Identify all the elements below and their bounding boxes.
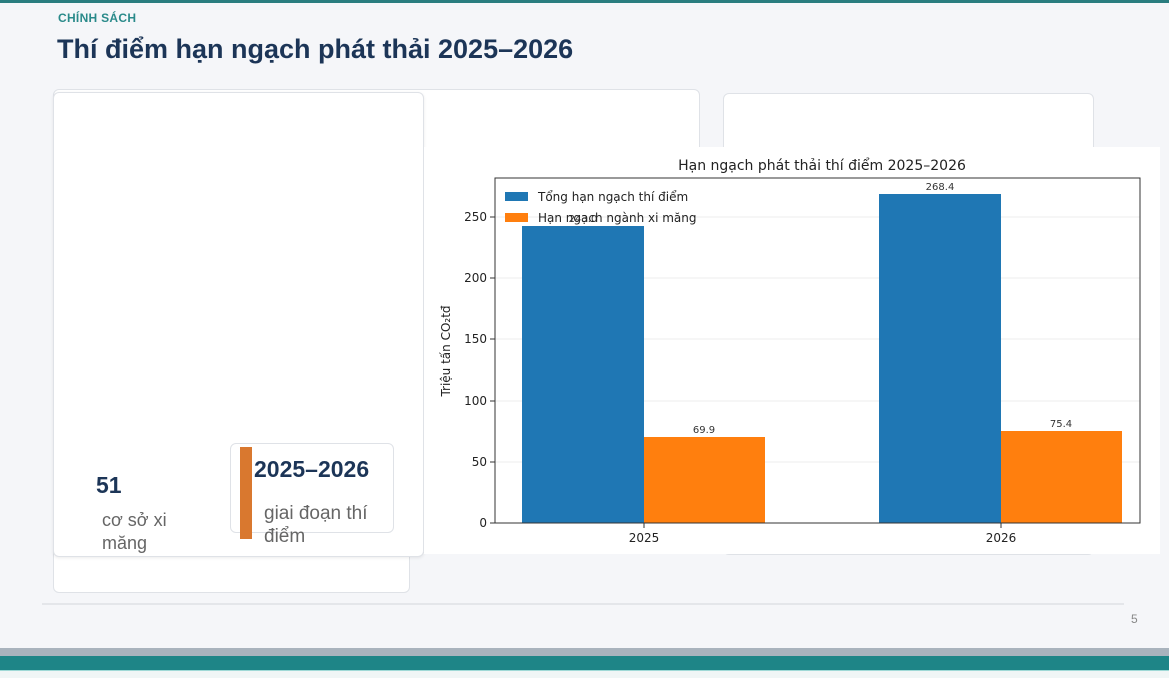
chart-title: Hạn ngạch phát thải thí điểm 2025–2026 <box>678 157 966 174</box>
y-axis-ticks: 0 50 100 150 200 250 <box>464 210 495 530</box>
y-tick-50: 50 <box>472 455 487 469</box>
stat-period-value: 2025–2026 <box>254 456 370 482</box>
legend-swatch-total <box>505 192 528 201</box>
chart-legend: Tổng hạn ngạch thí điểm Hạn ngạch ngành … <box>505 190 697 225</box>
stat-facilities-label-line1: cơ sở xi <box>102 510 167 530</box>
footer-divider <box>42 603 1124 605</box>
y-tick-200: 200 <box>464 271 487 285</box>
bar-cement-2026 <box>1001 431 1122 523</box>
x-axis-ticks: 2025 2026 <box>629 523 1017 545</box>
top-accent-bar <box>0 0 1169 3</box>
x-tick-2026: 2026 <box>986 531 1017 545</box>
legend-label-total: Tổng hạn ngạch thí điểm <box>537 190 688 204</box>
stat-facilities-value: 51 <box>96 472 122 498</box>
bar-total-2025 <box>522 226 644 523</box>
footer-band-teal <box>0 656 1169 670</box>
stat-period-label-line1: giai đoạn thí <box>264 503 368 524</box>
y-tick-0: 0 <box>479 516 487 530</box>
y-axis-label: Triệu tấn CO₂tđ <box>439 305 453 397</box>
legend-swatch-cement <box>505 213 528 222</box>
stat-period-accent-bar <box>240 447 252 539</box>
y-tick-150: 150 <box>464 332 487 346</box>
footer-band-light <box>0 670 1169 678</box>
stat-facilities-label: cơ sở xi măng <box>102 509 167 555</box>
bar-total-2026 <box>879 194 1001 523</box>
bar-label-total-2025: 243.0 <box>569 214 598 225</box>
quota-bar-chart: Hạn ngạch phát thải thí điểm 2025–2026 2… <box>424 147 1160 554</box>
x-tick-2025: 2025 <box>629 531 660 545</box>
footer-band-gray <box>0 648 1169 656</box>
stat-period-label-line2: điểm <box>264 526 306 547</box>
bar-label-total-2026: 268.4 <box>926 182 955 193</box>
stat-period-label: giai đoạn thí điểm <box>264 502 368 548</box>
bar-cement-2025 <box>644 437 765 523</box>
stat-facilities-label-line2: măng <box>102 533 148 553</box>
legend-label-cement: Hạn ngạch ngành xi măng <box>538 211 697 225</box>
section-eyebrow: CHÍNH SÁCH <box>58 11 137 25</box>
bar-label-cement-2026: 75.4 <box>1050 419 1072 430</box>
page-title: Thí điểm hạn ngạch phát thải 2025–2026 <box>57 34 574 64</box>
y-tick-100: 100 <box>464 394 487 408</box>
page-number: 5 <box>1131 612 1138 626</box>
stat-period-box <box>230 443 394 533</box>
bar-label-cement-2025: 69.9 <box>693 425 715 436</box>
chart-svg: Hạn ngạch phát thải thí điểm 2025–2026 2… <box>439 157 1141 545</box>
chart-axes-frame <box>494 177 1141 524</box>
y-tick-250: 250 <box>464 210 487 224</box>
